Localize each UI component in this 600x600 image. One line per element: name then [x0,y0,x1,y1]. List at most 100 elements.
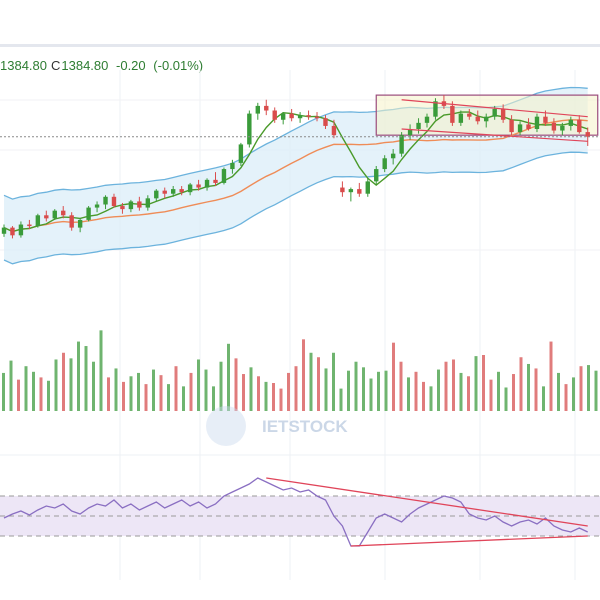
candle-body [187,184,193,193]
candle [154,189,159,202]
volume-bar [324,368,328,411]
candle-body [577,119,582,133]
volume-bar [437,369,440,411]
candle-body [517,124,523,133]
candle [365,178,370,197]
volume-bar [414,371,418,411]
volume-bar [564,384,568,411]
rsi-trendline [266,477,588,527]
candle-body [69,215,74,228]
candle-body [171,189,176,194]
volume-bar [24,366,28,411]
volume-bar [527,363,530,411]
candle-body [585,132,590,137]
volume-bar [47,380,50,411]
volume-bar [144,384,148,411]
candle [433,98,438,120]
close-label: C [51,58,61,73]
volume-bar [452,359,455,411]
candle [407,124,413,140]
candle [145,195,151,211]
volume-bar [294,366,298,411]
candle-body [374,169,379,182]
candle-body [382,158,387,170]
candle [187,182,193,196]
candle-body [450,105,455,123]
candle-body [280,113,286,120]
candle [467,108,472,120]
volume-bar [77,341,80,411]
candle-body [365,181,370,194]
candle [314,112,320,122]
volume-bar [422,381,425,411]
candle [52,209,57,220]
candle-body [221,169,227,183]
candle [179,186,184,196]
candle-body [255,105,260,114]
volume-bar [399,361,403,411]
candle-body [297,115,303,119]
volume-bars [2,330,598,411]
volume-bar [2,372,5,411]
candle [86,206,91,222]
candle-body [399,135,404,154]
watermark: IETSTOCK [206,406,348,446]
volume-bar [534,368,538,411]
volume-bar [444,361,448,411]
volume-bar [587,365,590,411]
candle-body [137,201,142,208]
volume-bar [174,366,178,411]
candle-body [86,207,91,220]
toolbar-divider [0,44,600,47]
candle-body [526,124,531,130]
candle [568,116,574,131]
volume-bar [579,366,583,411]
candle-body [264,105,269,111]
candle [382,155,387,173]
price-trendline [401,99,588,118]
price-partial: 1384.80 [0,58,47,73]
candle [94,201,100,213]
rsi-panel [0,477,600,547]
volume-bar [549,341,553,411]
candle [297,112,303,123]
candle-body [551,122,557,131]
candle-body [340,187,345,193]
volume-bar [54,359,58,411]
candle [103,195,108,210]
volume-bar [377,371,380,411]
candle [204,178,210,191]
volume-bar [122,381,125,411]
candle [585,127,590,146]
candle [255,102,260,120]
price-trendlines [401,99,588,142]
volume-bar [489,379,493,411]
candle [61,206,66,219]
candle [44,210,49,222]
candle-body [357,189,362,194]
volume-bar [504,387,508,411]
chart-toolbar-area [0,0,600,44]
volume-bar [129,376,133,411]
volume-bar [137,372,140,411]
candle [238,142,244,166]
candle [137,196,142,211]
candle [213,172,218,187]
candle [221,167,227,185]
volume-bar [369,378,373,411]
candle-body [238,144,244,163]
watermark-logo-icon [206,406,246,446]
volume-bar [482,355,485,411]
candle-body [247,113,252,145]
candle [77,218,83,233]
volume-bar [107,377,110,411]
candle-body [27,224,32,227]
price-trendline [401,128,588,142]
candle-body [44,215,49,219]
rsi-trendline [350,535,588,547]
volume-bar [317,357,320,411]
candle-body [492,108,497,117]
candle-body [568,119,574,126]
candle [390,149,396,165]
